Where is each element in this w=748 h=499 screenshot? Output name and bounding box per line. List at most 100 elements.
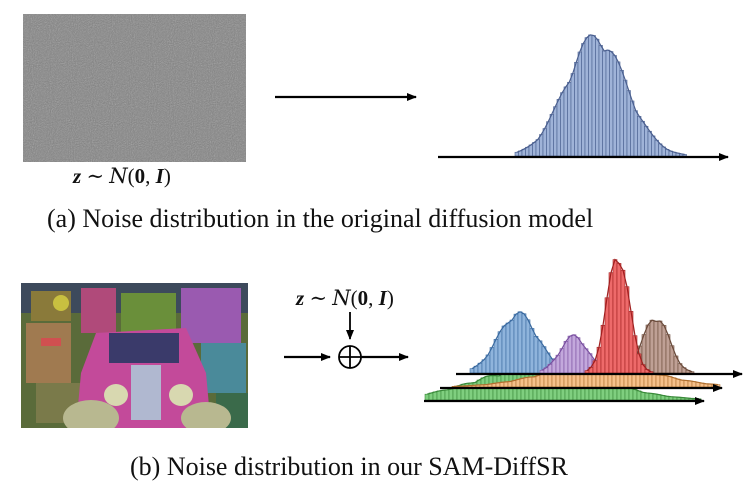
hist-brown-bar [689,371,695,374]
histogram-a-bar [584,37,589,157]
hist-red-bar [584,370,590,374]
hist-blue-bar [493,339,499,374]
hist-green-bar [628,388,634,401]
hist-orange-bar [527,376,533,388]
histogram-a-bar [570,73,575,157]
hist-orange-bar [687,380,693,388]
hist-green-bar [624,387,630,401]
histogram-a [514,34,687,157]
hist-blue-bar [501,325,507,374]
histogram-a-bar [528,144,533,157]
hist-blue-bar [537,340,543,374]
histogram-a-curve [516,34,685,156]
hist-blue-bar [513,313,519,374]
hist-red-curve [586,258,652,373]
hist-brown-bar [649,319,655,374]
hist-blue-bar [509,319,515,374]
hist-orange-bar [515,379,521,388]
hist-brown-bar [653,321,659,374]
hist-orange-bar [523,377,529,388]
hist-brown-bar [657,320,663,374]
oplus-icon [338,345,362,369]
hist-red-bar [620,269,626,374]
hist-orange-bar [503,381,509,388]
hist-blue-bar [505,322,511,374]
hist-purple-bar [579,343,585,374]
noise-formula-a: z ∼ N(0, I) [73,164,171,188]
histogram-a-bar [630,100,635,157]
caption-b: (b) Noise distribution in our SAM-DiffSR [130,452,568,481]
hist-orange-bar [539,373,545,388]
histogram-a-bar [577,51,582,157]
hist-brown-bar [661,325,667,374]
histogram-a-bar [651,135,656,157]
hist-orange-bar [651,373,657,388]
histogram-b [424,258,721,401]
hist-purple-bar [539,369,545,374]
hist-blue-bar [533,335,539,374]
hist-brown-curve [631,319,693,373]
hist-orange-bar [535,375,541,388]
hist-orange-bar [507,381,513,388]
hist-green-bar [428,392,434,401]
histogram-a-bar [539,134,544,157]
hist-blue-bar [529,328,535,374]
segmentation-car-image [21,283,248,428]
hist-blue-bar [521,313,527,374]
histogram-a-bar [612,55,617,157]
histogram-a-bar [647,130,652,157]
segmentation-scene [21,283,248,428]
histogram-a-bar [560,92,565,157]
hist-green-bar [640,392,646,401]
hist-purple-bar [559,348,565,374]
histogram-a-bar [556,99,561,157]
histogram-a-bar [535,139,540,157]
hist-green-bar [632,389,638,401]
hist-red-bar [616,263,622,374]
hist-red-bar [624,286,630,374]
hist-green-bar [424,393,430,401]
hist-purple-bar [555,354,561,374]
histogram-a-bar [626,90,631,157]
hist-red-bar [648,371,654,374]
hist-orange-bar [679,379,685,388]
hist-red-bar [612,259,618,374]
histogram-a-bar [644,125,649,157]
hist-green-bar [436,390,442,401]
hist-red-bar [608,272,614,374]
hist-orange-bar [683,380,689,388]
hist-blue-bar [525,319,531,374]
hist-green-bar [652,393,658,401]
hist-blue-bar [497,331,503,374]
hist-blue-bar [485,354,491,374]
hist-purple-bar [583,348,589,374]
hist-orange-bar [667,376,673,388]
histogram-a-bar [598,45,603,157]
histogram-a-bar [574,61,579,157]
histogram-a-bar [563,86,568,157]
histogram-a-bar [605,49,610,157]
hist-green-bar [476,379,482,401]
hist-brown-bar [645,324,651,374]
hist-green-bar [452,386,458,401]
hist-green-bar [444,389,450,401]
histogram-a-bar [623,79,628,157]
caption-a: (a) Noise distribution in the original d… [47,204,594,233]
hist-orange-bar [531,376,537,388]
histogram-a-bar [602,50,607,157]
hist-brown-bar [665,334,671,374]
histogram-a-bar [532,142,537,157]
gaussian-noise-image [23,14,246,162]
hist-purple-bar [567,335,573,374]
histogram-a-bar [637,116,642,157]
hist-blue-bar [517,311,523,374]
hist-purple-bar [563,340,569,374]
histogram-a-bar [633,110,638,157]
hist-orange-bar [663,375,669,388]
hist-orange-bar [655,374,661,388]
hist-orange-bar [659,374,665,388]
hist-purple-bar [575,337,581,374]
histogram-a-bar [609,51,614,157]
noise-texture [23,14,246,162]
